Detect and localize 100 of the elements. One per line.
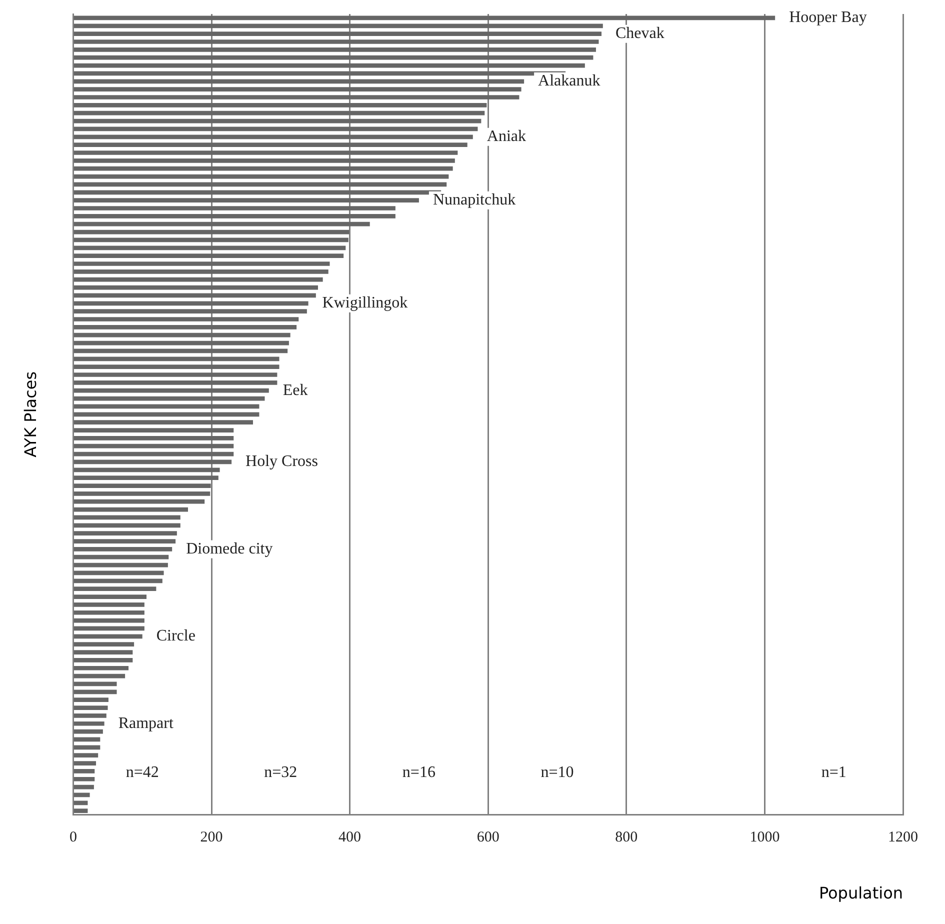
y-tick-label: Kwigillingok (322, 294, 408, 312)
bar (74, 348, 288, 354)
bar (74, 134, 473, 140)
x-axis-title: Population (818, 884, 903, 903)
y-tick-label: Diomede city (186, 540, 273, 558)
bar (74, 166, 453, 171)
bar (74, 380, 278, 385)
bar (74, 658, 133, 662)
bar (74, 586, 156, 592)
y-tick-label: Nunapitchuk (432, 192, 516, 209)
bar (74, 238, 348, 242)
bar (74, 222, 370, 226)
y-tick-label: Rampart (118, 714, 174, 732)
bar (74, 293, 316, 298)
x-tick-label: 600 (476, 830, 500, 846)
bar (74, 800, 88, 806)
bar (74, 301, 308, 306)
bar (74, 55, 594, 60)
bar (74, 642, 134, 647)
bar (74, 523, 180, 528)
bar (74, 428, 234, 432)
y-tick-label: Eek (282, 382, 308, 399)
bar (74, 126, 478, 132)
bar (74, 578, 162, 584)
bar (74, 214, 396, 218)
bar (74, 404, 260, 409)
y-tick-label: Alakanuk (538, 72, 600, 90)
bar (74, 87, 522, 92)
bar (74, 761, 96, 766)
bar (74, 499, 205, 504)
annotation: n=42 (126, 764, 159, 782)
bar (74, 507, 188, 512)
bar (74, 158, 455, 163)
bar (74, 698, 108, 702)
bar (74, 674, 126, 678)
y-tick-label: Holy Cross (246, 453, 318, 470)
bar (74, 554, 169, 560)
bar (74, 682, 117, 686)
bar (74, 753, 98, 758)
bar (74, 48, 596, 52)
bar (74, 110, 485, 116)
bar (74, 63, 585, 68)
bar (74, 690, 117, 694)
bar (74, 230, 350, 234)
bar (74, 198, 419, 203)
bar (74, 745, 100, 750)
bar (74, 364, 280, 370)
bar (74, 340, 289, 346)
x-tick-label: 800 (615, 830, 638, 846)
bar (74, 769, 95, 774)
bar (74, 618, 144, 623)
y-tick-label: Circle (156, 628, 196, 645)
bar (74, 325, 297, 330)
bar (74, 634, 142, 639)
bar (74, 372, 278, 377)
x-tick-label: 400 (338, 830, 362, 846)
bar (74, 444, 234, 448)
bar (74, 792, 90, 798)
bar (74, 492, 210, 496)
bar (74, 270, 328, 274)
bar (74, 32, 602, 36)
bar (74, 262, 330, 266)
bar (74, 706, 108, 710)
bar (74, 784, 94, 790)
x-tick-label: 0 (69, 830, 77, 846)
annotation: n=32 (264, 764, 298, 782)
bar (74, 254, 344, 258)
annotation: n=16 (402, 764, 436, 782)
bar (74, 396, 265, 401)
bar (74, 150, 458, 155)
bar (74, 666, 129, 670)
bar (74, 737, 100, 742)
bar (74, 142, 468, 148)
bar (74, 317, 299, 322)
bar (74, 626, 144, 631)
bar (74, 539, 176, 544)
bar (74, 436, 234, 440)
bar (74, 562, 168, 568)
bar (74, 16, 776, 20)
x-tick-label: 1000 (750, 830, 780, 846)
bar (74, 388, 269, 393)
bar (74, 570, 164, 576)
bar (74, 594, 146, 599)
bar (74, 40, 599, 44)
bar (74, 206, 396, 210)
y-axis-title: AYK Places (20, 371, 40, 458)
bar (74, 95, 520, 100)
y-tick-label: Hooper Bay (789, 9, 867, 26)
bar (74, 808, 88, 814)
bar (74, 547, 172, 552)
bar (74, 332, 290, 338)
x-tick-label: 200 (200, 830, 223, 846)
bar (74, 190, 442, 195)
bar (74, 776, 95, 782)
bar (74, 602, 144, 607)
bar (74, 309, 307, 314)
bar (74, 285, 318, 290)
bar (74, 103, 487, 108)
bar (74, 174, 449, 179)
bar (74, 650, 133, 654)
